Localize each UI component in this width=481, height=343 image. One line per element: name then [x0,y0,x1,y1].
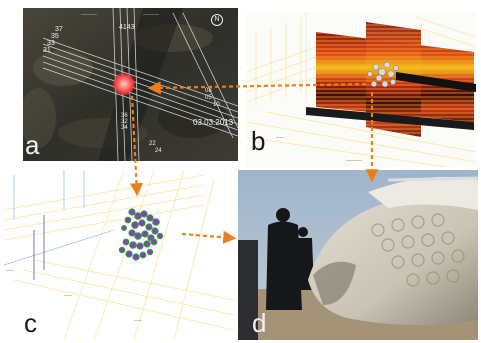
panel-b-radar-volume: ________ ____ b [246,12,476,167]
line-numbers-bottom: 22 24 [149,141,162,154]
panel-c-label: c [24,308,37,338]
svg-text:____: ____ [5,266,15,271]
line-numbers-mid: 36 32 34 [121,113,128,131]
radar-target-cluster [367,61,399,88]
panel-d-excavation-photo: d [238,170,478,340]
workers-silhouettes [238,208,314,340]
svg-text:____: ____ [133,316,143,321]
statue-head [308,196,478,325]
target-point-cloud [118,208,164,261]
radar-volume-plot: ________ ____ [246,12,476,167]
survey-lines [42,8,238,161]
panel-a-aerial-survey: ________ ________ a 03.03.2013 N 37 35 3… [23,8,238,161]
line-numbers-right: 08 05 10 [205,88,220,108]
north-arrow-icon: N [211,14,223,26]
panel-b-label: b [251,126,266,156]
svg-text:____: ____ [63,291,73,296]
point-cloud-plot: ____ ____ ____ [4,170,234,340]
panel-a-label: a [25,130,40,160]
line-numbers-left: 37 35 33 31 [43,26,63,54]
panel-d-label: d [252,308,267,338]
survey-date: 03.03.2013 [193,118,234,127]
line-numbers-top: 4143 [119,24,135,31]
target-marker [112,72,136,96]
panel-c-point-cloud: ____ ____ ____ c [4,170,234,340]
svg-text:________: ________ [80,10,98,15]
svg-text:________: ________ [345,156,363,161]
excavation-photo [238,170,478,340]
svg-text:________: ________ [142,10,160,15]
svg-text:____: ____ [275,133,285,138]
